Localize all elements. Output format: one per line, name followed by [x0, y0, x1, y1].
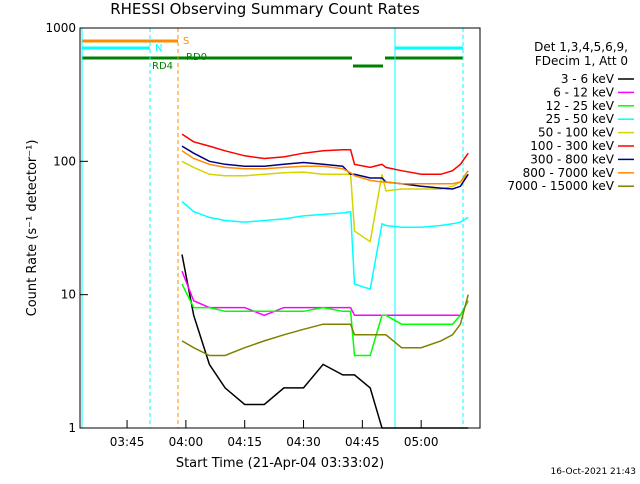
y-tick-label: 10: [61, 288, 76, 302]
series-line: [181, 200, 469, 291]
flag-label: N: [155, 43, 162, 54]
legend-label: 300 - 800 keV: [530, 152, 614, 166]
y-tick-label: 1: [68, 421, 76, 435]
series-line: [181, 133, 469, 176]
chart-title: RHESSI Observing Summary Count Rates: [110, 0, 420, 18]
series-line: [181, 160, 469, 243]
legend-label: 3 - 6 keV: [561, 72, 615, 86]
x-tick-label: 04:00: [169, 435, 204, 449]
legend-label: 25 - 50 keV: [546, 112, 615, 126]
legend-label: 800 - 7000 keV: [523, 166, 615, 180]
x-tick-label: 05:00: [404, 435, 439, 449]
legend-header: Det 1,3,4,5,6,9,: [534, 40, 628, 54]
series-line: [181, 294, 469, 357]
plot-area: [181, 133, 469, 429]
axes-frame: [79, 27, 481, 429]
legend-label: 50 - 100 keV: [538, 126, 615, 140]
series-line: [181, 254, 469, 429]
y-tick-label: 1000: [45, 21, 76, 35]
x-tick-label: 03:45: [110, 435, 145, 449]
x-tick-label: 04:15: [227, 435, 262, 449]
flag-label: S: [183, 36, 189, 47]
legend-label: 100 - 300 keV: [530, 139, 614, 153]
status-bars: [81, 28, 464, 428]
x-tick-label: 04:30: [286, 435, 321, 449]
series-line: [181, 150, 469, 185]
flag-label: RD0: [186, 52, 207, 63]
legend-label: 12 - 25 keV: [546, 99, 615, 113]
legend-header: FDecim 1, Att 0: [535, 54, 628, 68]
series-line: [181, 270, 469, 317]
y-tick-label: 100: [53, 154, 76, 168]
x-tick-label: 04:45: [345, 435, 380, 449]
flag-label: RD4: [152, 61, 173, 72]
x-axis-label: Start Time (21-Apr-04 03:33:02): [176, 456, 384, 471]
series-line: [181, 145, 469, 190]
series-line: [181, 283, 469, 357]
legend-label: 7000 - 15000 keV: [507, 179, 614, 193]
legend-label: 6 - 12 keV: [553, 85, 615, 99]
timestamp: 16-Oct-2021 21:43: [551, 467, 636, 477]
y-axis-label: Count Rate (s⁻¹ detector⁻¹): [25, 140, 40, 317]
